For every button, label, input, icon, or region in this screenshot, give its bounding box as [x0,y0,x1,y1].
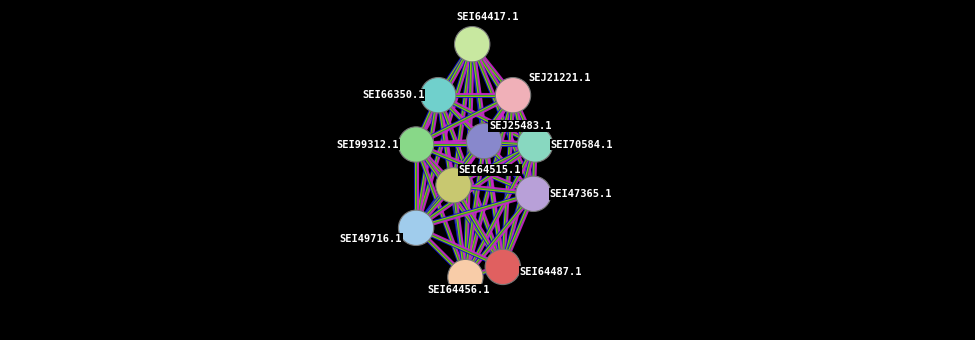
Ellipse shape [436,168,471,203]
Text: SEI49716.1: SEI49716.1 [339,234,402,244]
Ellipse shape [399,127,434,162]
Ellipse shape [486,249,521,285]
Text: SEI47365.1: SEI47365.1 [549,189,612,199]
Ellipse shape [399,210,434,245]
Ellipse shape [516,176,551,211]
Text: SEI64456.1: SEI64456.1 [427,285,489,295]
Ellipse shape [466,123,502,159]
Ellipse shape [518,127,553,162]
Text: SEI99312.1: SEI99312.1 [336,139,399,150]
Text: SEJ21221.1: SEJ21221.1 [528,73,591,83]
Text: SEJ25483.1: SEJ25483.1 [489,121,552,131]
Ellipse shape [495,78,530,113]
Text: SEI64487.1: SEI64487.1 [520,267,582,277]
Ellipse shape [448,259,483,295]
Ellipse shape [454,27,489,62]
Text: SEI64515.1: SEI64515.1 [458,165,521,175]
Ellipse shape [420,78,456,113]
Text: SEI64417.1: SEI64417.1 [456,12,519,22]
Text: SEI66350.1: SEI66350.1 [362,90,424,100]
Text: SEI70584.1: SEI70584.1 [551,139,613,150]
